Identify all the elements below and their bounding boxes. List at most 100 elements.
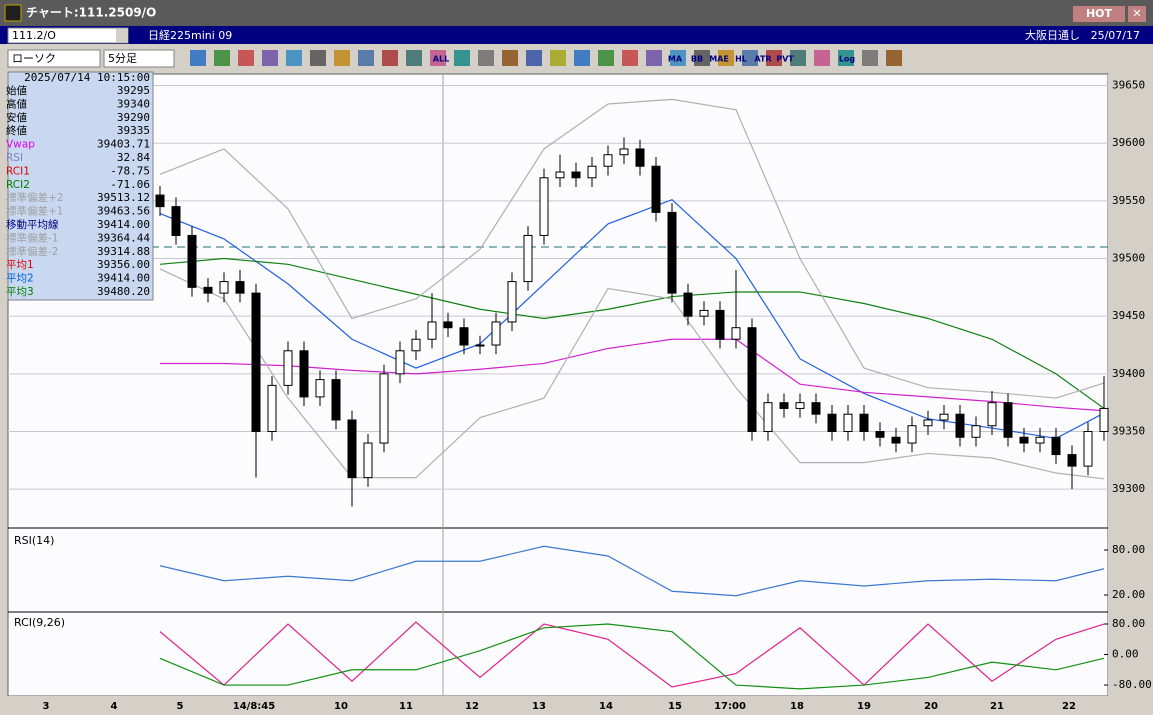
candle-body	[1019, 436, 1029, 444]
toolbar-icon[interactable]	[214, 50, 230, 66]
x-axis-area	[0, 696, 1153, 715]
symbol[interactable]: 111.2/O	[12, 29, 56, 42]
candle-body	[171, 206, 181, 236]
candle-body	[1051, 436, 1061, 456]
candle-body	[235, 281, 245, 294]
info-value: 39403.71	[97, 138, 150, 151]
candle-body	[651, 165, 661, 213]
toolbar-icon[interactable]	[382, 50, 398, 66]
toolbar-icon[interactable]	[838, 50, 854, 66]
chart-kind[interactable]: ローソク	[12, 52, 56, 65]
info-bar	[0, 26, 1153, 44]
toolbar-icon[interactable]	[406, 50, 422, 66]
toolbar-icon[interactable]	[310, 50, 326, 66]
indicator-line	[159, 257, 1105, 409]
close-icon[interactable]: ✕	[1132, 7, 1141, 20]
candle-body	[795, 402, 805, 409]
toolbar-icon[interactable]	[646, 50, 662, 66]
toolbar-icon[interactable]	[478, 50, 494, 66]
candle-body	[203, 286, 213, 294]
toolbar-icon[interactable]	[454, 50, 470, 66]
y-tick-label: 39350	[1112, 425, 1145, 438]
toolbar-icon[interactable]	[670, 50, 686, 66]
toolbar-icon[interactable]	[814, 50, 830, 66]
toolbar-icon[interactable]	[790, 50, 806, 66]
chart-kind-select[interactable]	[7, 49, 101, 68]
candle-body	[1003, 402, 1013, 438]
info-label: 標準偏差+1	[6, 205, 63, 218]
toolbar-icon[interactable]	[358, 50, 374, 66]
toolbar-icon[interactable]	[742, 50, 758, 66]
hot-label[interactable]: HOT	[1086, 7, 1113, 20]
x-tick-label: 5	[177, 701, 184, 712]
y-tick-label: 39500	[1112, 252, 1145, 265]
toolbar-icon[interactable]	[190, 50, 206, 66]
y-tick-label: 20.00	[1112, 588, 1145, 601]
session: 大阪日通し	[1025, 28, 1080, 42]
toolbar-icon[interactable]	[598, 50, 614, 66]
toolbar-icon[interactable]	[526, 50, 542, 66]
info-label: 安値	[6, 111, 27, 124]
info-value: 39364.44	[97, 231, 150, 244]
candle-body	[827, 413, 837, 433]
hot-button[interactable]	[1073, 6, 1125, 22]
candle-body	[395, 350, 405, 375]
toolbar-icon[interactable]	[550, 50, 566, 66]
candle-body	[747, 327, 757, 433]
candle-body	[779, 402, 789, 409]
candle-body	[971, 425, 981, 438]
info-value: 39414.00	[97, 272, 150, 285]
x-tick-label: 12	[465, 701, 479, 712]
rci-line	[159, 623, 1105, 690]
candle-body	[619, 148, 629, 156]
title-bar	[0, 0, 1153, 26]
toolbar-icon[interactable]	[262, 50, 278, 66]
interval-select[interactable]	[103, 49, 175, 68]
candle-body	[571, 171, 581, 179]
candle-body	[987, 402, 997, 427]
x-tick-label: 14	[599, 701, 613, 712]
candle-body	[491, 321, 501, 346]
candle-body	[667, 211, 677, 294]
y-tick-label: 39300	[1112, 482, 1145, 495]
indicator-line	[159, 98, 1105, 399]
candle-body	[875, 431, 885, 438]
toolbar-icon[interactable]	[718, 50, 734, 66]
toolbar-icon[interactable]	[766, 50, 782, 66]
toolbar-icon[interactable]	[334, 50, 350, 66]
info-value: 39480.20	[97, 285, 150, 298]
toolbar-icon[interactable]	[694, 50, 710, 66]
info-value: -71.06	[110, 178, 150, 191]
close-button[interactable]	[1128, 6, 1146, 22]
instrument: 日経225mini 09	[148, 29, 232, 42]
toolbar-icon[interactable]	[574, 50, 590, 66]
info-value: 39414.00	[97, 218, 150, 231]
x-tick-label: 14/8:45	[233, 701, 275, 712]
info-label: Vwap	[6, 139, 35, 151]
toolbar-icon[interactable]	[502, 50, 518, 66]
info-label: RCI1	[6, 165, 30, 177]
toolbar-label: PVT	[776, 55, 794, 64]
candle-body	[315, 379, 325, 398]
toolbar-icon[interactable]	[862, 50, 878, 66]
candle-body	[859, 413, 869, 433]
candle-body	[411, 338, 421, 352]
toolbar-icon[interactable]	[886, 50, 902, 66]
dropdown-arrow[interactable]	[116, 29, 128, 42]
toolbar-icon[interactable]	[238, 50, 254, 66]
x-tick-label: 22	[1062, 701, 1076, 712]
candle-body	[603, 154, 613, 167]
candle-body	[267, 384, 277, 433]
interval[interactable]: 5分足	[108, 52, 137, 65]
indicator-line	[159, 268, 1105, 480]
y-tick-label: 0.00	[1112, 648, 1139, 661]
candle-body	[699, 309, 709, 317]
toolbar-icon[interactable]	[622, 50, 638, 66]
panel-title: RCI(9,26)	[14, 616, 65, 629]
toolbar-icon[interactable]	[430, 50, 446, 66]
info-value: 39295	[117, 84, 150, 97]
candle-body	[523, 234, 533, 283]
toolbar-icon[interactable]	[286, 50, 302, 66]
info-value: 39513.12	[97, 191, 150, 204]
